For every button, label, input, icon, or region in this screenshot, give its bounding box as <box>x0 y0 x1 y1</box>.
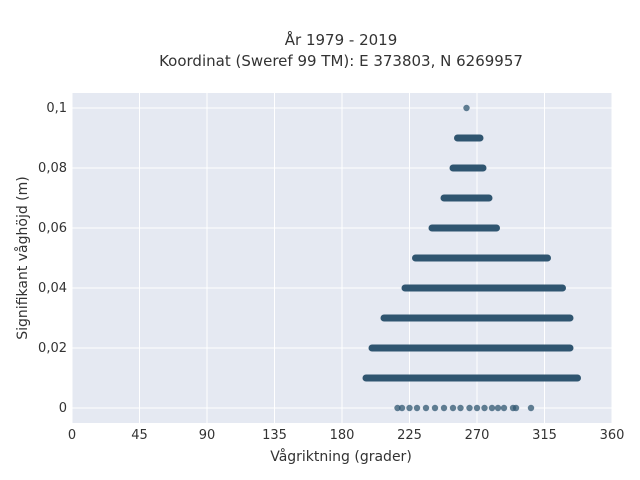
data-point <box>481 404 488 412</box>
x-axis-title: Vågriktning (grader) <box>270 448 412 465</box>
chart-title-line2: Koordinat (Sweref 99 TM): E 373803, N 62… <box>159 52 523 70</box>
data-point <box>431 404 439 412</box>
data-point <box>457 404 464 412</box>
y-axis-title: Signifikant våghöjd (m) <box>14 176 31 339</box>
x-tick-label: 90 <box>199 428 216 443</box>
y-tick-label: 0 <box>59 401 67 416</box>
data-point <box>488 404 496 412</box>
data-point <box>398 404 406 412</box>
data-point <box>473 404 481 412</box>
x-tick-label: 315 <box>532 428 557 443</box>
data-point <box>422 404 430 412</box>
x-tick-label: 270 <box>465 428 490 443</box>
data-point <box>413 404 421 412</box>
data-point <box>512 404 520 412</box>
data-point <box>394 404 401 412</box>
data-point <box>406 404 413 412</box>
x-tick-label: 360 <box>600 428 625 443</box>
data-point <box>463 104 470 112</box>
data-point <box>500 404 508 412</box>
data-point <box>449 404 457 412</box>
data-point <box>494 404 502 412</box>
x-tick-label: 135 <box>262 428 287 443</box>
y-axis-ticks: 0 0,02 0,04 0,06 0,08 0,1 <box>38 101 67 416</box>
x-tick-label: 225 <box>397 428 422 443</box>
x-tick-label: 0 <box>68 428 76 443</box>
data-points <box>362 104 581 412</box>
x-tick-label: 180 <box>330 428 355 443</box>
y-tick-label: 0,02 <box>38 341 67 356</box>
x-tick-label: 45 <box>131 428 148 443</box>
data-point <box>440 404 448 412</box>
y-tick-label: 0,06 <box>38 221 67 236</box>
y-tick-label: 0,1 <box>46 101 67 116</box>
chart-title-line1: År 1979 - 2019 <box>285 30 398 49</box>
y-tick-label: 0,04 <box>38 281 67 296</box>
x-axis-ticks: 0 45 90 135 180 225 270 315 360 <box>68 428 625 443</box>
data-point <box>466 404 473 412</box>
data-point <box>527 404 535 412</box>
y-tick-label: 0,08 <box>38 161 67 176</box>
